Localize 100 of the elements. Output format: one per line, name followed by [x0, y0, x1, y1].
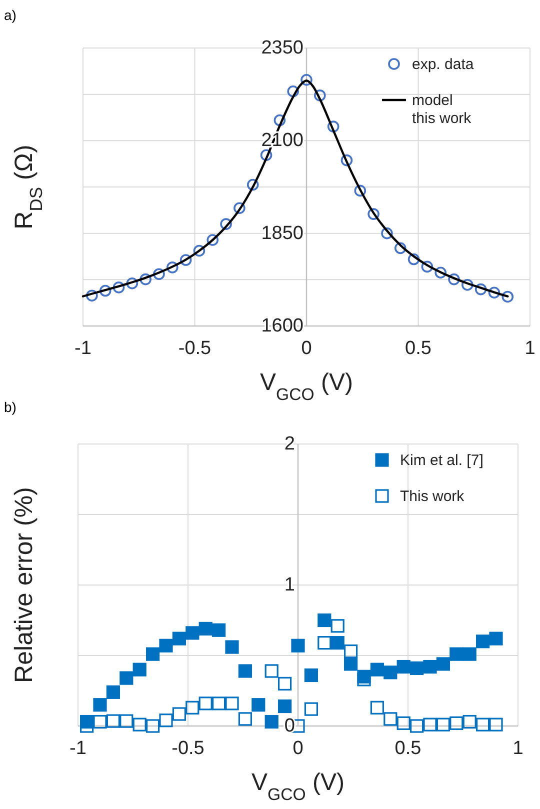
point [318, 613, 332, 628]
point [246, 178, 259, 191]
point [238, 664, 252, 678]
text: b) [4, 399, 16, 415]
point [291, 638, 305, 652]
point [180, 254, 192, 266]
point [476, 718, 490, 732]
point [252, 698, 266, 712]
point [462, 714, 476, 729]
point [344, 644, 358, 658]
point [489, 632, 503, 646]
point [166, 262, 178, 274]
point [354, 184, 366, 197]
y-tick-label: 1 [284, 574, 295, 596]
point [396, 716, 410, 730]
point [99, 284, 112, 297]
point [140, 273, 152, 286]
point [225, 696, 239, 710]
point [344, 657, 358, 671]
point [159, 638, 173, 652]
point [93, 698, 107, 712]
point [120, 671, 134, 685]
point [370, 662, 384, 676]
point [86, 290, 98, 302]
point [106, 685, 120, 699]
x-tick-label: -0.5 [172, 738, 204, 759]
point [260, 149, 272, 162]
point [450, 716, 464, 730]
legend-label: This work [400, 488, 465, 504]
point [126, 277, 138, 290]
point [370, 700, 384, 714]
y-tick-label: 2 [284, 434, 295, 454]
point [153, 268, 165, 280]
point [172, 707, 186, 721]
point [172, 632, 186, 646]
point [462, 647, 476, 661]
point [304, 668, 318, 682]
point [159, 714, 173, 728]
point [238, 712, 252, 726]
x-tick-label: 0.5 [405, 338, 432, 359]
point [146, 647, 160, 661]
point [314, 90, 326, 102]
point [193, 244, 206, 257]
point [368, 208, 380, 220]
point [220, 218, 232, 230]
point [474, 283, 487, 296]
point [264, 714, 278, 729]
point [327, 120, 340, 132]
point [206, 234, 219, 246]
point [106, 714, 120, 728]
point [112, 282, 125, 294]
point [234, 202, 246, 214]
point [488, 286, 500, 299]
point [448, 273, 460, 286]
point [410, 719, 424, 733]
point [462, 278, 474, 291]
x-tick-label: 0.5 [394, 738, 422, 759]
point [330, 636, 344, 650]
point [381, 227, 393, 240]
x-axis-title: V$_{GCO}$ (V) [260, 369, 353, 404]
point [225, 640, 239, 654]
point [434, 266, 446, 279]
point [340, 154, 353, 166]
x-axis-title: V$_{GCO}$ (V) [252, 769, 344, 804]
point [287, 85, 299, 98]
point [476, 634, 490, 648]
legend-label: model this work [412, 92, 472, 126]
point [264, 664, 278, 678]
y-tick-label: 1850 [261, 222, 304, 244]
point [423, 718, 437, 732]
legend-label: Kim et al. [7] [400, 452, 484, 468]
y-tick-label: 1600 [261, 316, 304, 336]
point [421, 260, 434, 273]
y-axis-title: Relative error (%) [10, 487, 38, 683]
x-tick-label: -1 [74, 338, 92, 359]
point [436, 657, 450, 671]
x-tick-label: 1 [512, 738, 524, 759]
point [120, 714, 134, 728]
point [278, 676, 292, 690]
point [318, 636, 332, 650]
point [300, 74, 312, 86]
point [502, 290, 514, 303]
x-tick-label: 1 [524, 338, 536, 359]
x-tick-label: -0.5 [178, 338, 212, 359]
point [384, 712, 398, 726]
point [146, 719, 160, 733]
point [450, 647, 464, 661]
point [132, 662, 146, 676]
point [394, 242, 406, 254]
point [357, 672, 371, 686]
text: a) [4, 7, 16, 23]
point [330, 619, 344, 633]
point [212, 623, 226, 637]
point [198, 696, 212, 710]
point [132, 718, 146, 732]
point [278, 699, 292, 714]
y-tick-label: 2350 [261, 38, 304, 58]
legend-label: exp. data [412, 56, 474, 72]
point [304, 702, 318, 716]
point [408, 253, 420, 266]
